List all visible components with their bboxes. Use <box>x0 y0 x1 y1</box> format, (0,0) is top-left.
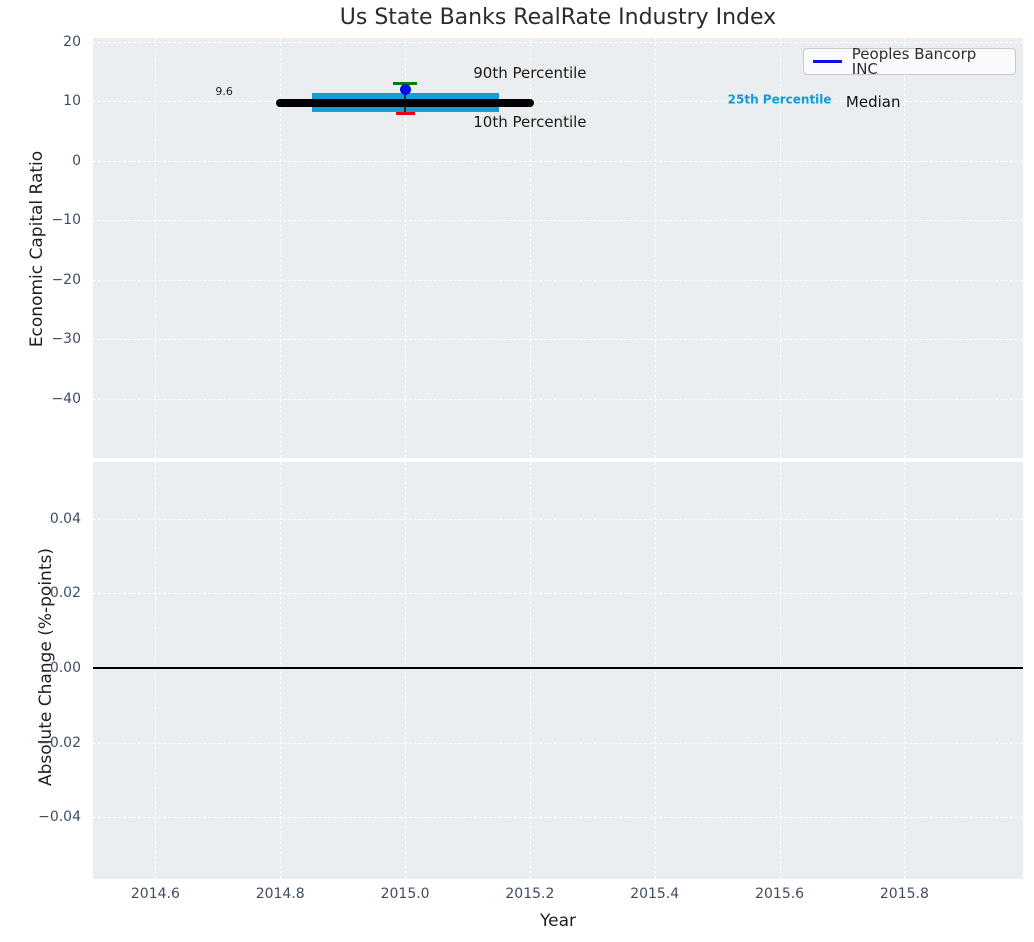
gridline-vertical <box>779 462 781 879</box>
p10-cap <box>395 111 415 116</box>
y-tick-label: −40 <box>51 390 81 407</box>
y-tick-label: −0.04 <box>38 809 81 826</box>
gridline-vertical <box>155 462 157 879</box>
gridline-horizontal <box>93 220 1023 221</box>
legend: Peoples Bancorp INC <box>803 44 1016 78</box>
gridline-vertical <box>280 38 282 458</box>
gridline-vertical <box>155 38 157 458</box>
zero-line <box>93 667 1023 669</box>
x-tick-label: 2014.8 <box>255 886 305 902</box>
legend-label: Peoples Bancorp INC <box>851 44 977 78</box>
gridline-vertical <box>529 38 531 458</box>
gridline-vertical <box>529 462 531 879</box>
90th-percentile-annotation: 90th Percentile <box>473 63 587 82</box>
gridline-horizontal <box>93 518 1023 520</box>
top-axes <box>93 38 1023 458</box>
y-tick-label: −30 <box>51 331 81 347</box>
gridline-horizontal <box>93 339 1023 340</box>
10th-percentile-annotation: 10th Percentile <box>473 112 587 131</box>
x-tick-label: 2015.4 <box>630 886 680 902</box>
y-tick-label: 0 <box>72 152 81 169</box>
top-y-axis-label: Economic Capital Ratio <box>27 150 47 348</box>
company-point <box>399 83 411 95</box>
x-tick-label: 2015.2 <box>505 886 555 902</box>
gridline-vertical <box>779 38 781 458</box>
gridline-vertical <box>904 38 906 458</box>
x-tick-label: 2015.6 <box>755 886 805 902</box>
gridline-vertical <box>405 38 407 458</box>
gridline-horizontal <box>93 279 1023 281</box>
gridline-horizontal <box>93 593 1023 595</box>
gridline-horizontal <box>93 742 1023 744</box>
gridline-horizontal <box>93 817 1023 819</box>
gridline-horizontal <box>93 398 1023 400</box>
median-value-annotation: 9.6 <box>215 85 233 99</box>
y-tick-label: 0.02 <box>49 585 81 602</box>
x-tick-label: 2015.0 <box>380 886 430 902</box>
gridline-horizontal <box>93 101 1023 103</box>
median-annotation: Median <box>845 92 901 111</box>
x-tick-label: 2014.6 <box>130 886 180 902</box>
gridline-vertical <box>280 462 282 879</box>
y-tick-label: 0.00 <box>49 660 81 677</box>
gridline-horizontal <box>93 41 1023 43</box>
x-tick-label: 2015.8 <box>879 886 929 902</box>
chart-title: Us State Banks RealRate Industry Index <box>339 5 777 30</box>
median-line <box>276 99 534 108</box>
gridline-vertical <box>904 462 906 879</box>
gridline-vertical <box>405 462 407 879</box>
gridline-vertical <box>654 38 656 458</box>
gridline-vertical <box>654 462 656 879</box>
legend-line-sample <box>813 60 842 63</box>
y-tick-label: 0.04 <box>49 510 81 527</box>
x-axis-label: Year <box>540 911 576 931</box>
y-tick-label: −0.02 <box>38 734 81 751</box>
p90-cap <box>393 81 418 85</box>
bottom-axes <box>93 462 1023 879</box>
gridline-horizontal <box>93 160 1023 162</box>
y-tick-label: −10 <box>51 212 81 228</box>
y-tick-label: 10 <box>63 93 81 110</box>
y-tick-label: −20 <box>51 271 81 288</box>
y-tick-label: 20 <box>63 33 81 50</box>
whisker-line <box>404 83 406 114</box>
25th-percentile-annotation: 25th Percentile <box>727 92 832 107</box>
